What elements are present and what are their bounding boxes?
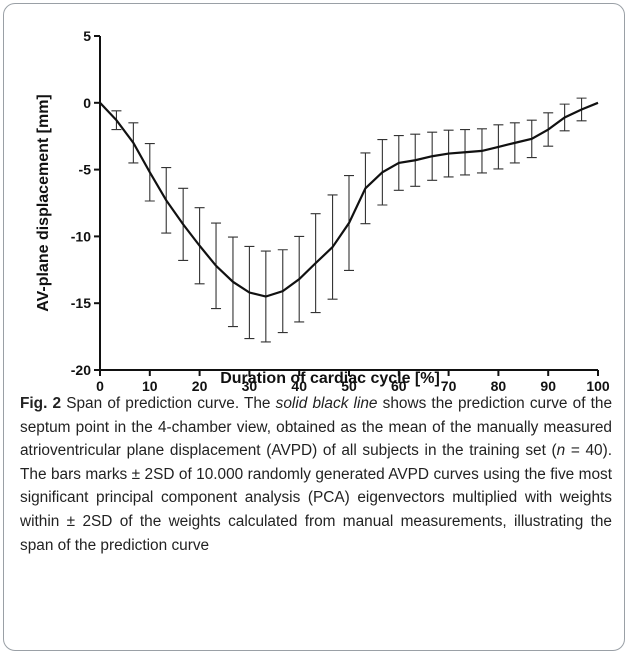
y-tick-label: -20 (71, 362, 91, 378)
chart: Duration of cardiac cycle [%] AV-plane d… (35, 28, 610, 392)
y-tick-label: 0 (83, 95, 91, 111)
x-axis-label: Duration of cardiac cycle [%] (220, 370, 440, 387)
caption-text: shows the prediction curve of the septum… (20, 395, 613, 460)
x-tick-label: 20 (192, 378, 208, 392)
y-tick-label: -5 (79, 162, 92, 178)
caption: Fig. 2 Span of prediction curve. The sol… (20, 392, 612, 557)
caption-text: = 40). The bars marks ± 2SD of 10.000 ra… (20, 442, 613, 554)
line (99, 101, 599, 298)
caption-text: n (556, 442, 566, 460)
x-tick-label: 60 (391, 378, 407, 392)
caption-text: Span of prediction curve. The (66, 395, 276, 412)
y-axis-label: AV-plane displacement [mm] (35, 94, 52, 312)
y-tick-label: -15 (71, 295, 91, 311)
x-tick-label: 90 (540, 378, 556, 392)
x-tick-label: 100 (586, 378, 610, 392)
x-tick-label: 30 (242, 378, 258, 392)
y-tick-label: -10 (71, 228, 91, 244)
x-tick-label: 80 (491, 378, 507, 392)
x-tick-label: 50 (341, 378, 357, 392)
x-tick-label: 0 (96, 378, 104, 392)
caption-text: solid black line (275, 395, 378, 412)
figure-frame (3, 3, 625, 651)
caption-label: Fig. 2 (20, 395, 62, 412)
x-tick-label: 40 (291, 378, 307, 392)
x-tick-label: 10 (142, 378, 158, 392)
x-tick-label: 70 (441, 378, 457, 392)
y-tick-label: 5 (83, 28, 91, 44)
